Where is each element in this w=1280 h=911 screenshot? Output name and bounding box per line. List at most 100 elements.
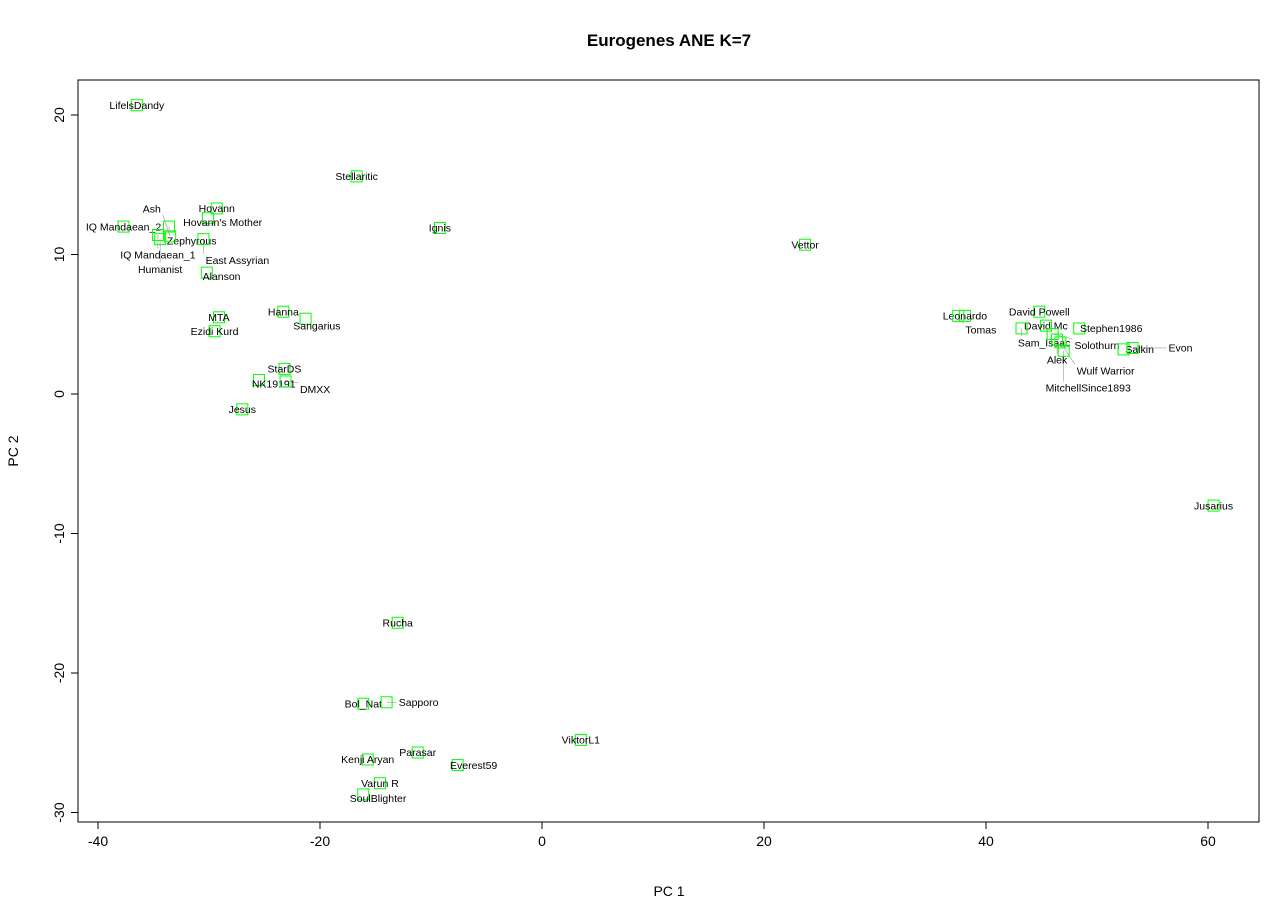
point-label: NK19191 [252,379,296,391]
point-label: StarDS [268,364,302,376]
data-point: Ezidi Kurd [191,325,239,338]
point-marker [200,266,213,279]
plot-frame [77,79,1260,823]
point-marker [1039,319,1052,332]
point-label: SoulBlighter [350,793,407,805]
point-label: Hanna [268,306,299,318]
x-tick-label: -20 [310,833,330,849]
data-point: Parasar [399,746,437,759]
x-tick-label: -40 [88,833,108,849]
point-marker [201,212,214,225]
point-label: DMXX [300,384,330,396]
point-marker [278,362,291,375]
label-leader-line [162,215,171,237]
data-point: Sam_Isaac [1015,322,1071,349]
point-marker [277,305,290,318]
point-label: Tomas [965,325,996,337]
data-point: Alek [1047,333,1068,366]
x-axis-label: PC 1 [653,883,684,899]
data-point: Humanist [138,233,182,276]
point-label: Hovann [199,203,235,215]
point-marker [279,375,292,388]
point-marker [164,230,177,243]
point-label: Ezidi Kurd [191,326,239,338]
point-marker [411,746,424,759]
data-point: Ash [143,203,177,243]
data-point: Jusarius [1194,499,1233,512]
data-point: Rucha [383,616,414,629]
point-marker [1207,499,1220,512]
data-point: David Mc [1024,319,1068,332]
point-label: East Assyrian [206,255,270,267]
data-point: ViktorL1 [562,733,600,747]
point-marker [299,312,312,325]
point-marker [1117,343,1130,356]
data-point: Everest59 [450,759,497,772]
data-point: MitchellSince1893 [1046,344,1131,394]
label-leader-line [1060,342,1076,365]
point-marker [433,221,446,234]
data-point: LifelsDandy [109,99,165,112]
point-label: Bol_Nat [345,698,382,710]
data-point: David Powell [1009,305,1070,318]
point-marker [350,170,363,183]
point-marker [208,325,221,338]
data-point: Bol_Nat [345,697,382,710]
point-marker [391,616,404,629]
point-label: ViktorL1 [562,735,600,747]
point-label: Jusarius [1194,500,1233,512]
data-point: Evon [1126,341,1193,355]
data-point: East Assyrian [197,233,270,267]
data-point: Tomas [952,309,996,337]
point-label: MTA [208,312,229,324]
point-label: Everest59 [450,760,497,772]
point-label: Sam_Isaac [1018,337,1071,349]
data-point: Varun R [361,777,399,790]
y-tick-label: -10 [51,523,67,543]
point-label: Evon [1169,343,1193,355]
point-marker [357,697,370,710]
point-marker [1033,305,1046,318]
data-point: Alanson [200,266,241,283]
data-point: SoulBlighter [350,788,407,805]
data-point: Jesus [229,403,256,416]
point-label: Varun R [361,778,399,790]
data-point: StarDS [268,362,302,376]
data-point: IQ Mandaean_1 [120,228,196,262]
point-label: Leonardo [943,311,988,323]
point-marker [1073,322,1086,335]
y-tick-label: -20 [51,663,67,683]
point-label: Alek [1047,354,1068,366]
point-label: IQ Mandaean_1 [120,250,195,262]
point-marker [151,228,164,241]
point-marker [1126,341,1139,354]
point-label: Jesus [229,404,256,416]
point-marker [197,233,210,246]
point-label: IQ Mandaean_2 [86,221,161,233]
label-leader-line [285,381,299,383]
data-point: Sangarius [293,312,341,332]
point-marker [210,202,223,215]
data-point: NK19191 [252,374,296,391]
point-label: MitchellSince1893 [1046,382,1131,394]
point-label: Rucha [383,617,414,629]
data-point: Hovann's Mother [183,212,263,229]
point-label: Vettor [791,239,819,251]
point-marker [212,311,225,324]
point-marker [380,696,393,709]
data-point: DMXX [279,375,330,396]
data-point: Salkin [1117,343,1154,356]
point-marker [1015,322,1028,335]
point-marker [1051,333,1064,346]
point-label: Humanist [138,264,182,276]
y-tick-label: 10 [51,247,67,263]
x-tick-label: 0 [538,833,546,849]
point-marker [236,403,249,416]
chart-title: Eurogenes ANE K=7 [587,31,751,50]
data-point: MTA [208,311,230,324]
data-point: Stephen1986 [1073,322,1143,335]
point-marker [357,788,370,801]
point-marker [373,777,386,790]
y-tick-label: 0 [51,390,67,398]
point-label: Ignis [429,223,451,235]
